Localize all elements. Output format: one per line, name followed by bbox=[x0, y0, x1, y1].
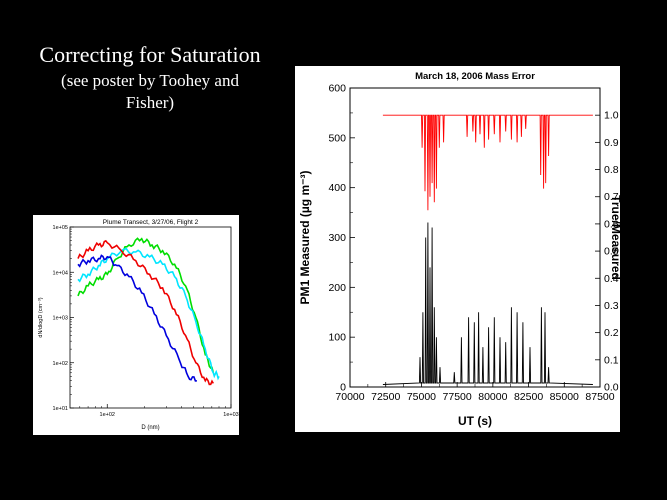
y-tick-label: 400 bbox=[328, 182, 346, 194]
y2-axis-label: True/Measured bbox=[609, 195, 620, 280]
subtitle-line-2: Fisher) bbox=[125, 93, 175, 112]
y2-tick-label: 0.6 bbox=[604, 218, 619, 230]
y2-tick-label: 1.0 bbox=[604, 110, 619, 122]
x-tick-label: 80000 bbox=[478, 391, 507, 403]
x-tick-label: 77500 bbox=[443, 391, 472, 403]
series-line bbox=[77, 247, 220, 381]
y2-tick-label: 0.5 bbox=[604, 246, 619, 258]
ratio-series-line bbox=[382, 114, 593, 211]
x-tick-label: 75000 bbox=[407, 391, 436, 403]
x-tick-label: 82500 bbox=[514, 391, 543, 403]
y-axis-label: dN/dlogD (cm⁻³) bbox=[38, 297, 44, 337]
x-axis-label: D (nm) bbox=[141, 425, 159, 431]
subtitle-line-1: (see poster by Toohey and bbox=[61, 71, 239, 90]
slide-title: Correcting for Saturation bbox=[39, 42, 261, 67]
y-tick-label: 1e+03 bbox=[53, 316, 68, 322]
x-tick-label: 85000 bbox=[550, 391, 579, 403]
chart-title: March 18, 2006 Mass Error bbox=[415, 71, 535, 82]
plot-frame bbox=[349, 87, 601, 388]
y-tick-label: 1e+05 bbox=[53, 225, 68, 231]
y-tick-label: 1e+01 bbox=[53, 406, 68, 412]
pm1-series-line bbox=[382, 222, 593, 385]
chart-title: Plume Transect, 3/27/06, Flight 2 bbox=[103, 219, 199, 226]
x-tick-label: 87500 bbox=[585, 391, 614, 403]
series-line bbox=[77, 237, 215, 373]
plot-frame bbox=[69, 226, 232, 409]
y2-tick-label: 0.8 bbox=[604, 164, 619, 176]
y-axis-label: PM1 Measured (µg m⁻³) bbox=[298, 171, 312, 305]
x-tick-label: 1e+03 bbox=[223, 412, 238, 418]
mass-error-chart-panel: March 18, 2006 Mass Error 0 100 200 300 400 50… bbox=[295, 66, 620, 432]
x-tick-label: 70000 bbox=[335, 391, 364, 403]
y2-tick-label: 0.9 bbox=[604, 137, 619, 149]
y-tick-label: 600 bbox=[328, 83, 346, 95]
y2-tick-label: 0.3 bbox=[604, 300, 619, 312]
y-tick-label: 0 bbox=[340, 382, 346, 394]
y-tick-label: 200 bbox=[328, 282, 346, 294]
x-tick-label: 1e+02 bbox=[100, 412, 115, 418]
y-tick-label: 1e+04 bbox=[53, 270, 68, 276]
series-line bbox=[77, 239, 214, 386]
mass-error-chart: March 18, 2006 Mass Error 0 100 200 300 400 50… bbox=[298, 71, 620, 428]
y2-tick-label: 0.7 bbox=[604, 191, 619, 203]
size-distribution-chart-panel: Plume Transect, 3/27/06, Flight 2 1e+01 1e… bbox=[33, 215, 239, 435]
y-tick-label: 500 bbox=[328, 132, 346, 144]
y2-tick-label: 0.2 bbox=[604, 327, 619, 339]
y2-tick-label: 0.1 bbox=[604, 354, 619, 366]
slide-subtitle: (see poster by Toohey and Fisher) bbox=[0, 70, 300, 114]
x-axis-label: UT (s) bbox=[458, 414, 492, 428]
size-distribution-chart: Plume Transect, 3/27/06, Flight 2 1e+01 1e… bbox=[38, 219, 239, 431]
y2-tick-label: 0.0 bbox=[604, 382, 619, 394]
series-line bbox=[77, 254, 197, 382]
y-tick-label: 100 bbox=[328, 332, 346, 344]
y-tick-label: 300 bbox=[328, 232, 346, 244]
y2-tick-label: 0.4 bbox=[604, 273, 619, 285]
x-tick-label: 72500 bbox=[371, 391, 400, 403]
y-tick-label: 1e+02 bbox=[53, 361, 68, 367]
